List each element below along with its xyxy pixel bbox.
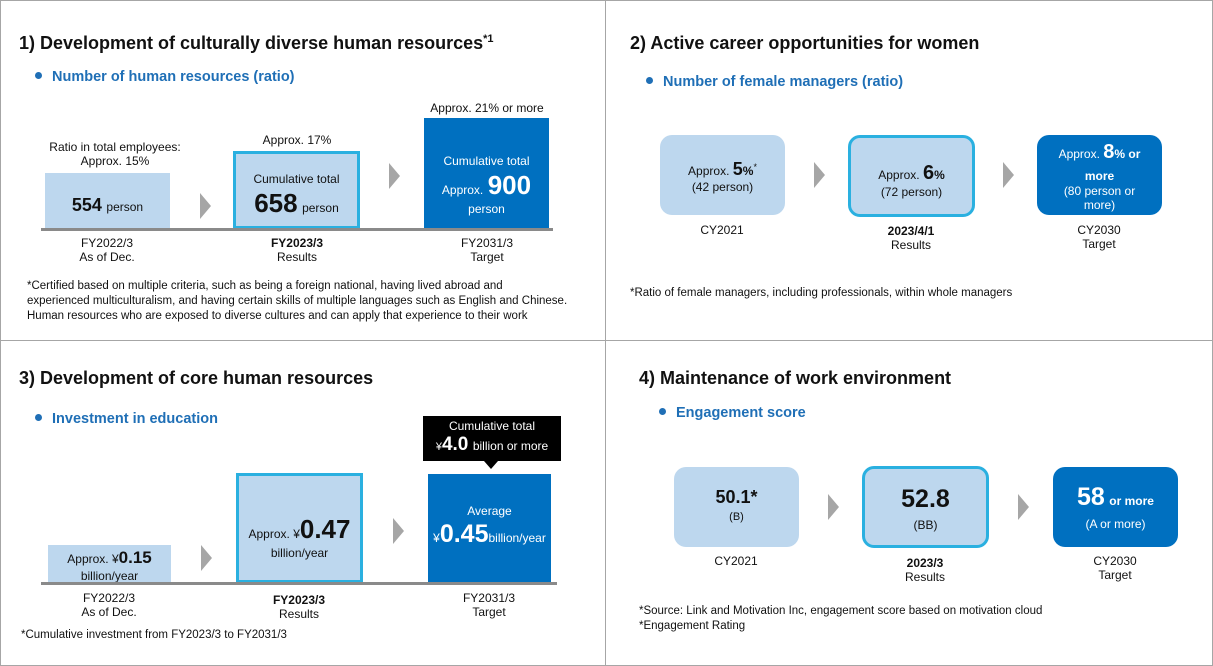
subtitle: Number of human resources (ratio) xyxy=(35,69,295,85)
subtitle: Number of female managers (ratio) xyxy=(646,74,903,90)
category-fy2031: FY2031/3 Target xyxy=(460,236,514,264)
arrow-right-icon xyxy=(393,518,404,544)
bar-fy2031: Cumulative total Approx. 900 person xyxy=(424,118,549,229)
category-cy2021: CY2021 xyxy=(700,223,744,237)
ratio-label-fy2031: Approx. 21% or more xyxy=(430,101,544,115)
category-2023: 2023/3 Results xyxy=(904,556,945,584)
box-cy2030: Approx. 8% or more (80 person or more) xyxy=(1037,135,1162,215)
subtitle: Engagement score xyxy=(659,405,806,421)
category-2023: 2023/4/1 Results xyxy=(887,224,935,252)
callout-pointer xyxy=(484,461,498,469)
arrow-right-icon xyxy=(201,545,212,571)
category-fy2023: FY2023/3 Results xyxy=(272,593,326,621)
panel-title: 4) Maintenance of work environment xyxy=(639,368,952,388)
category-fy2023: FY2023/3 Results xyxy=(270,236,324,264)
bar-fy2022: Approx. ¥0.15 billion/year xyxy=(48,545,171,583)
ratio-label-fy2022: Ratio in total employees: Approx. 15% xyxy=(49,140,181,168)
footnote: *Certified based on multiple criteria, s… xyxy=(27,280,568,322)
category-cy2021: CY2021 xyxy=(714,554,758,568)
bar-fy2022: 554 person xyxy=(45,173,170,229)
box-cy2021: Approx. 5%* (42 person) xyxy=(660,135,785,215)
panel-title: 3) Development of core human resources xyxy=(19,368,374,388)
arrow-right-icon xyxy=(200,193,211,219)
panel-title: 1) Development of culturally diverse hum… xyxy=(19,33,494,53)
box-2023: 52.8 (BB) xyxy=(862,466,989,548)
ratio-label-fy2023: Approx. 17% xyxy=(262,133,332,147)
panel-women-careers: 2) Active career opportunities for women… xyxy=(605,0,1213,341)
arrow-right-icon xyxy=(1018,494,1029,520)
category-cy2030: CY2030 Target xyxy=(1077,223,1121,251)
arrow-right-icon xyxy=(389,163,400,189)
bullet-icon xyxy=(659,407,666,415)
footnote: *Cumulative investment from FY2023/3 to … xyxy=(21,629,287,641)
bar-fy2023: Approx. ¥0.47 billion/year xyxy=(236,473,363,583)
bar-fy2023: Cumulative total 658 person xyxy=(233,151,360,229)
arrow-right-icon xyxy=(1003,162,1014,188)
bar-fy2031: Average ¥0.45billion/year xyxy=(428,474,551,583)
category-cy2030: CY2030 Target xyxy=(1093,554,1137,582)
footnote: *Ratio of female managers, including pro… xyxy=(630,287,1013,299)
panel-work-environment: 4) Maintenance of work environment Engag… xyxy=(605,340,1213,666)
baseline xyxy=(41,582,557,585)
bullet-icon xyxy=(35,71,42,79)
baseline xyxy=(41,228,553,231)
subtitle: Investment in education xyxy=(35,411,218,427)
box-cy2021: 50.1* (B) xyxy=(674,467,799,547)
category-fy2022: FY2022/3 As of Dec. xyxy=(79,236,135,264)
category-fy2022: FY2022/3 As of Dec. xyxy=(81,591,137,619)
box-cy2030: 58 or more (A or more) xyxy=(1053,467,1178,547)
bullet-icon xyxy=(35,413,42,421)
panel-core-hr: 3) Development of core human resources I… xyxy=(0,340,606,666)
arrow-right-icon xyxy=(814,162,825,188)
callout-cumulative-total: Cumulative total ¥4.0 billion or more xyxy=(423,416,561,461)
panel-title: 2) Active career opportunities for women xyxy=(630,33,980,53)
category-fy2031: FY2031/3 Target xyxy=(462,591,516,619)
arrow-right-icon xyxy=(828,494,839,520)
footnote: *Source: Link and Motivation Inc, engage… xyxy=(639,605,1043,632)
box-2023: Approx. 6% (72 person) xyxy=(848,135,975,217)
bullet-icon xyxy=(646,76,653,84)
panel-cultural-diversity: 1) Development of culturally diverse hum… xyxy=(0,0,606,341)
